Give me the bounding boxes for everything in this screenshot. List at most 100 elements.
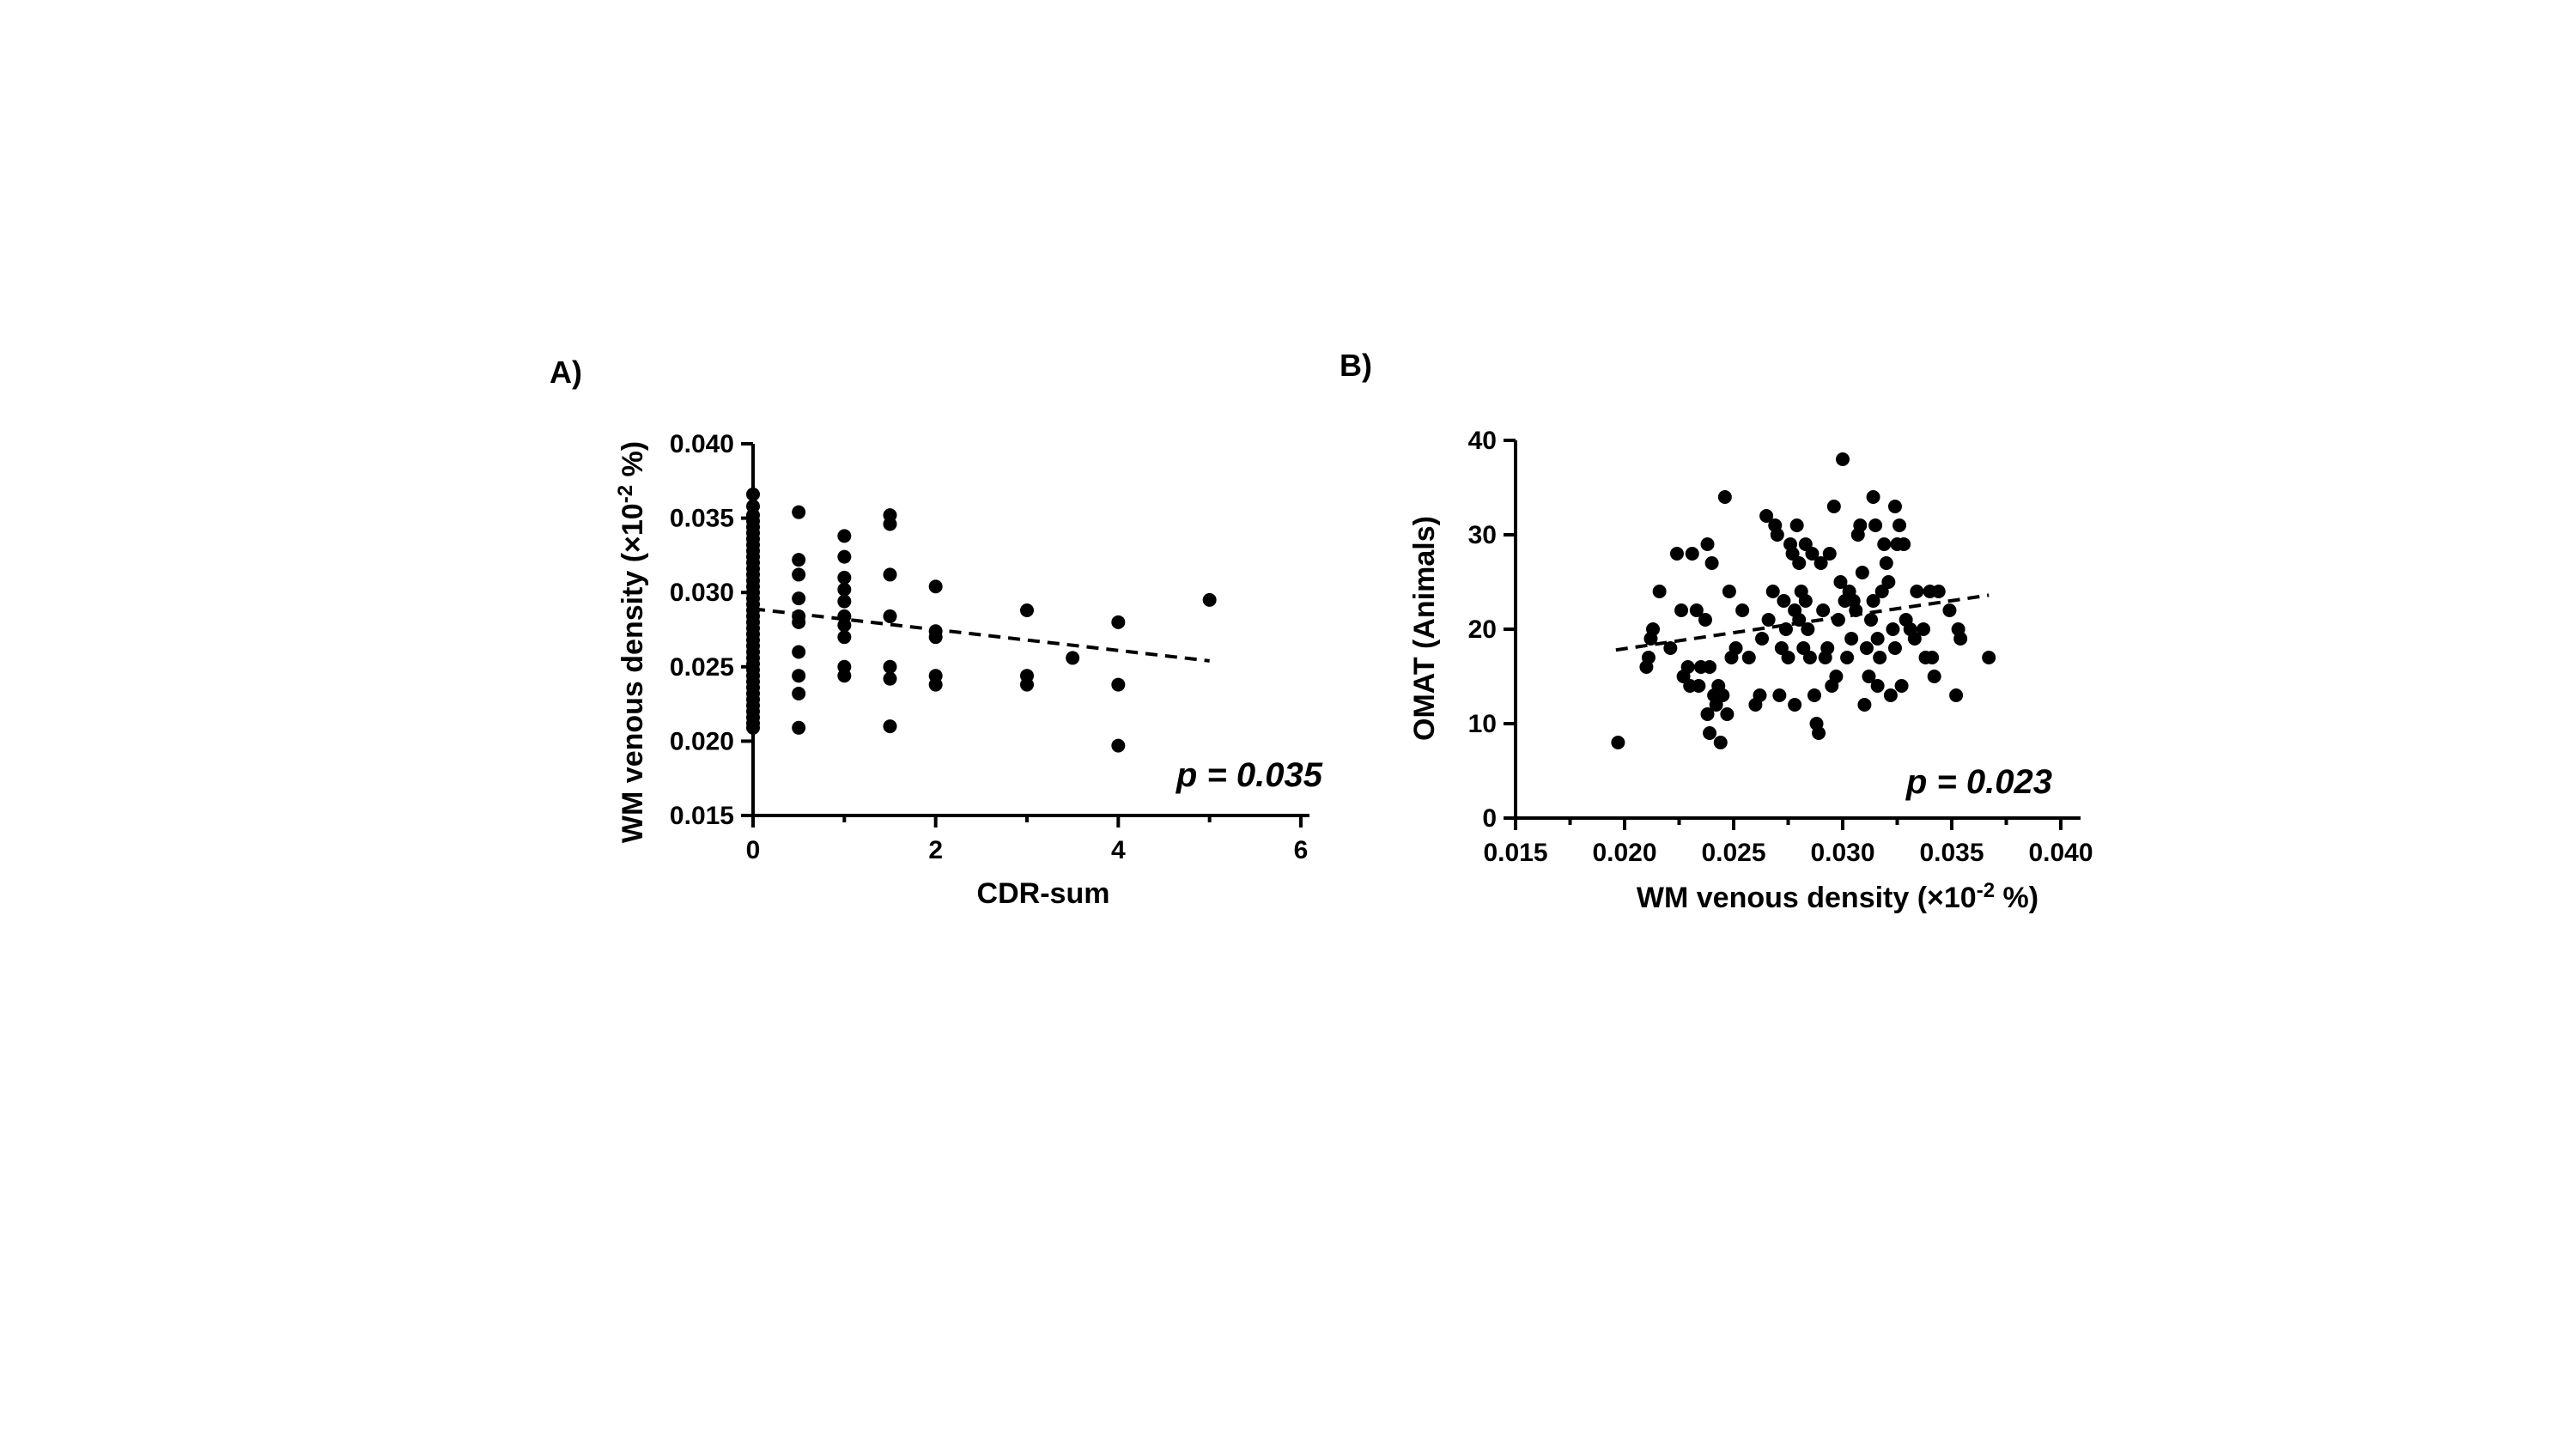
data-point xyxy=(1020,603,1034,617)
data-point xyxy=(1925,651,1940,664)
data-point xyxy=(1761,613,1776,627)
data-point xyxy=(1801,622,1815,636)
data-point xyxy=(792,645,806,659)
x-tick-label: 2 xyxy=(928,836,943,864)
data-point xyxy=(1820,641,1835,655)
data-point xyxy=(1703,726,1717,740)
panel-a-y-axis-label: WM venous density (×10-2 %) xyxy=(614,441,649,843)
y-tick-label: 40 xyxy=(1468,427,1497,455)
data-point xyxy=(1866,490,1880,504)
data-point xyxy=(1789,518,1804,532)
data-point xyxy=(1831,613,1845,627)
panel-a-p-value: p = 0.035 xyxy=(1176,756,1323,794)
data-point xyxy=(1753,688,1767,702)
data-point xyxy=(1202,592,1217,607)
x-tick-label: 6 xyxy=(1294,836,1309,864)
data-point xyxy=(1611,736,1625,749)
y-tick-label: 0.040 xyxy=(670,430,734,458)
data-point xyxy=(1772,688,1787,702)
data-point xyxy=(1765,585,1780,598)
data-point xyxy=(1646,622,1661,636)
data-point xyxy=(1741,651,1756,664)
data-point xyxy=(1877,537,1892,551)
data-point xyxy=(883,719,897,734)
data-point xyxy=(1814,556,1828,570)
data-point xyxy=(1802,651,1817,664)
data-point xyxy=(1931,585,1946,598)
data-point xyxy=(883,609,897,623)
data-point xyxy=(792,567,806,582)
data-point xyxy=(883,517,897,531)
panel-a-points xyxy=(746,487,1217,753)
x-tick-label: 0.015 xyxy=(1483,839,1547,867)
data-point xyxy=(1805,547,1820,561)
y-tick-label: 20 xyxy=(1468,615,1497,644)
data-point xyxy=(1887,641,1902,655)
data-point xyxy=(1111,738,1126,753)
data-point xyxy=(1704,556,1719,570)
data-point xyxy=(1942,603,1957,617)
data-point xyxy=(837,594,852,609)
data-point xyxy=(1698,613,1712,627)
data-point xyxy=(837,669,852,683)
data-point xyxy=(1770,528,1784,542)
y-tick-label: 0.025 xyxy=(670,653,734,682)
data-point xyxy=(1689,603,1704,617)
data-point xyxy=(1836,452,1850,466)
data-point xyxy=(1716,688,1730,702)
data-point xyxy=(883,567,897,582)
panel-b: B) OMAT (Animals) WM venous density (×10… xyxy=(1340,348,2093,914)
data-point xyxy=(746,720,760,735)
data-point xyxy=(1822,547,1837,561)
data-point xyxy=(1669,547,1684,561)
data-point xyxy=(1788,698,1802,712)
x-tick-label: 4 xyxy=(1111,836,1126,864)
data-point xyxy=(1873,651,1887,664)
data-point xyxy=(1717,490,1732,504)
panel-b-points xyxy=(1611,452,1996,749)
y-tick-label: 10 xyxy=(1468,710,1497,738)
data-point xyxy=(1759,509,1774,523)
data-point xyxy=(1111,677,1126,692)
data-point xyxy=(792,615,806,629)
data-point xyxy=(837,529,852,543)
panel-a-x-axis-label: CDR-sum xyxy=(977,877,1110,910)
data-point xyxy=(1674,603,1689,617)
data-point xyxy=(1916,622,1930,636)
data-point xyxy=(1982,651,1996,664)
data-point xyxy=(792,553,806,567)
data-point xyxy=(1866,594,1880,608)
data-point xyxy=(1700,537,1715,551)
data-point xyxy=(1755,632,1770,646)
panel-b-label: B) xyxy=(1340,348,1372,383)
data-point xyxy=(883,659,897,674)
data-point xyxy=(792,686,806,700)
panel-b-x-ticks: 0.015 0.020 0.025 0.030 0.035 0.040 xyxy=(1483,818,2093,867)
data-point xyxy=(837,618,852,633)
data-point xyxy=(1893,518,1907,532)
y-tick-label: 30 xyxy=(1468,521,1497,549)
x-tick-label: 0.020 xyxy=(1592,839,1656,867)
data-point xyxy=(746,487,760,501)
data-point xyxy=(1792,613,1807,627)
y-tick-label: 0.030 xyxy=(670,579,734,607)
data-point xyxy=(1066,651,1080,665)
x-tick-label: 0.030 xyxy=(1810,839,1874,867)
data-point xyxy=(1927,670,1941,683)
data-point xyxy=(883,671,897,686)
data-point xyxy=(1857,698,1872,712)
data-point xyxy=(1720,707,1735,721)
data-point xyxy=(1826,500,1841,513)
data-point xyxy=(1663,641,1678,655)
panel-b-p-value: p = 0.023 xyxy=(1905,763,2052,801)
data-point xyxy=(928,579,943,594)
data-point xyxy=(1862,670,1876,683)
data-point xyxy=(1020,677,1034,692)
data-point xyxy=(1879,556,1893,570)
data-point xyxy=(1881,575,1896,589)
data-point xyxy=(1713,736,1728,749)
x-tick-label: 0.035 xyxy=(1919,839,1984,867)
data-point xyxy=(1868,518,1883,532)
panel-b-y-ticks: 0 10 20 30 40 xyxy=(1468,427,1516,833)
